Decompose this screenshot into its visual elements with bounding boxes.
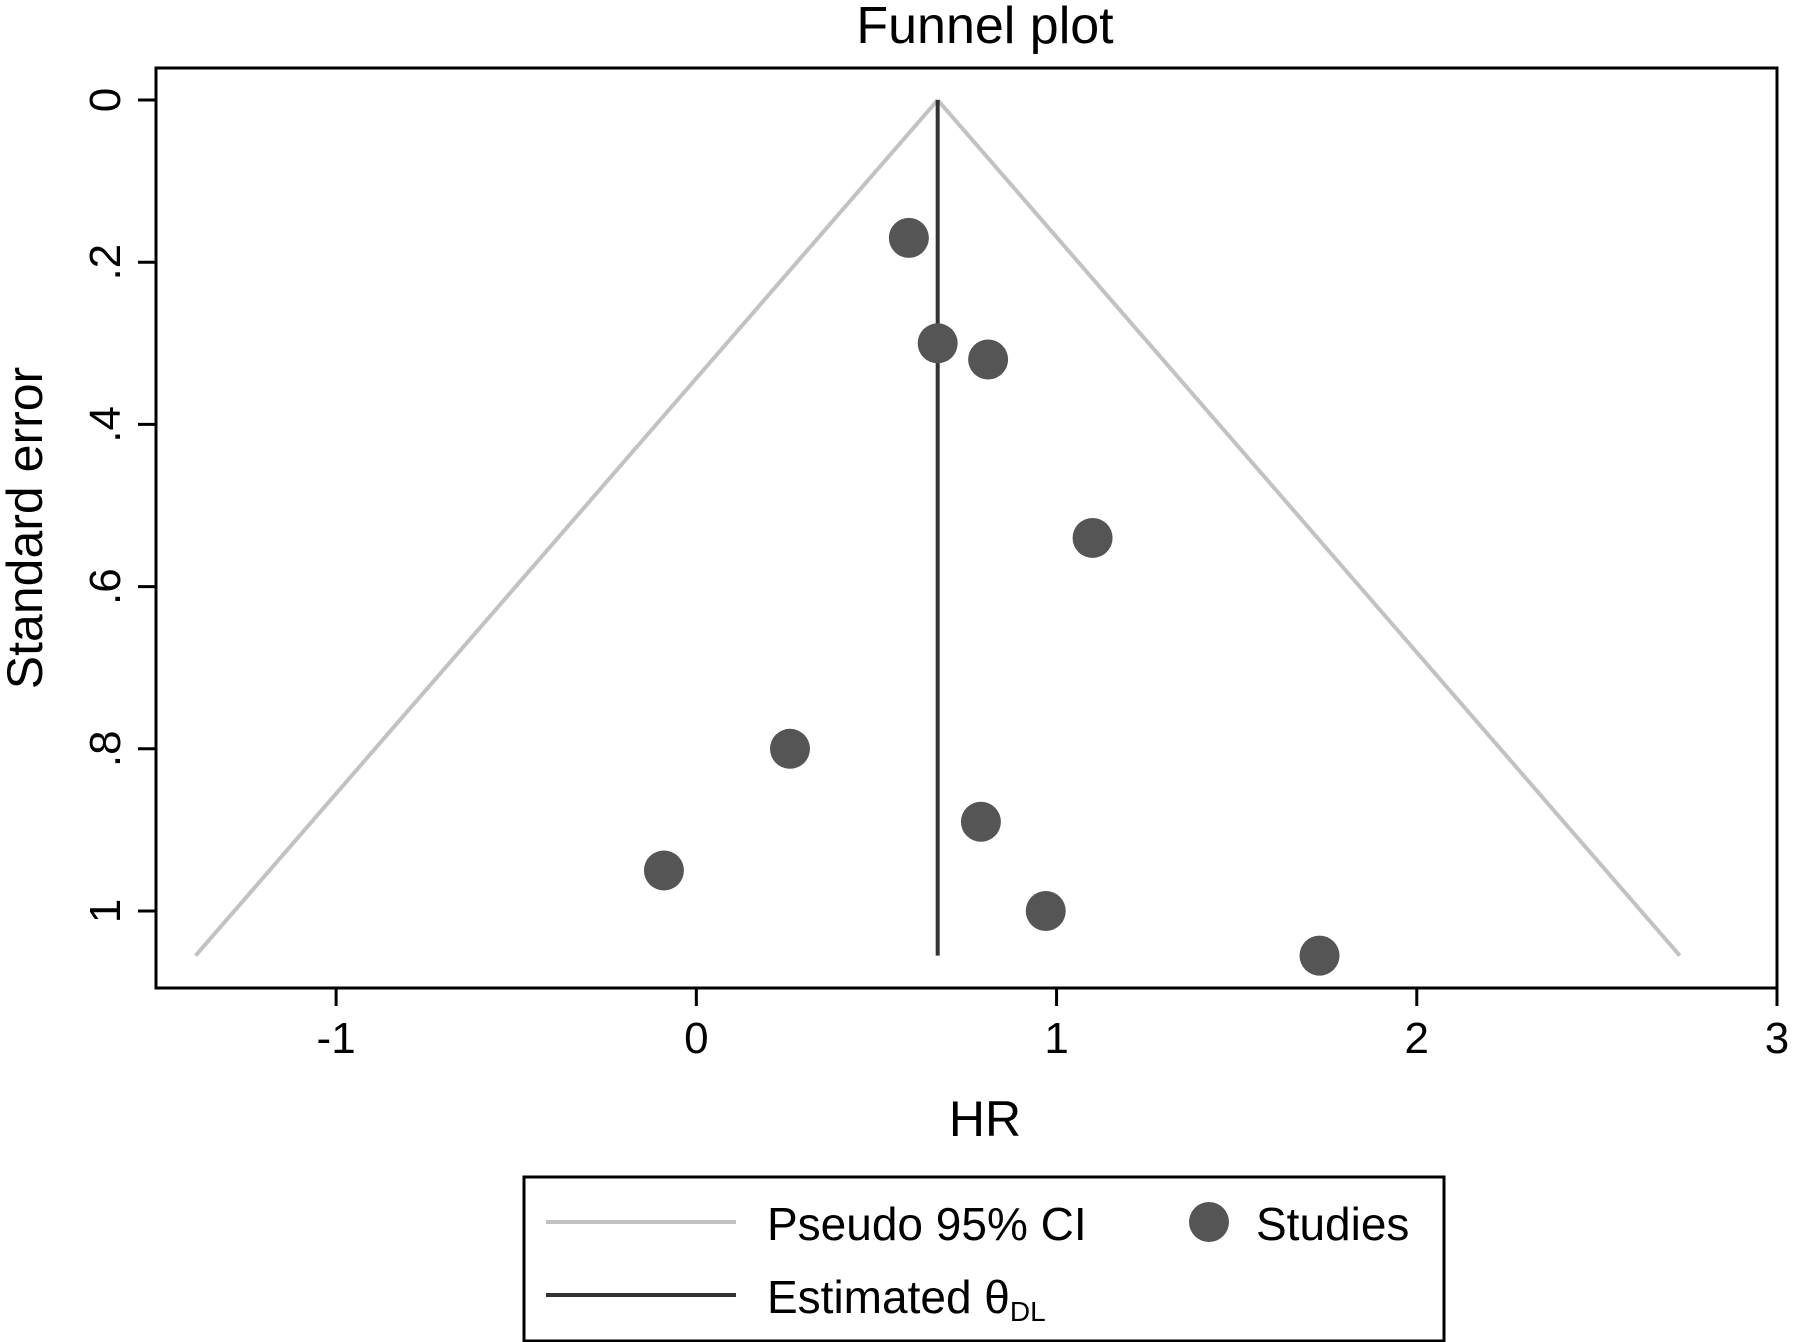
x-tick-label-2: 2 xyxy=(1405,1014,1429,1063)
legend-studies-swatch xyxy=(1189,1202,1229,1242)
y-axis-label: Standard error xyxy=(0,367,53,689)
legend-estimate-subscript: DL xyxy=(1010,1296,1046,1327)
study-point-6 xyxy=(960,801,1001,842)
study-point-3 xyxy=(968,339,1009,380)
study-point-5 xyxy=(769,728,810,769)
y-axis: 0 .2 .4 .6 .8 1 xyxy=(81,88,156,923)
study-point-4 xyxy=(1072,517,1113,558)
study-point-7 xyxy=(643,850,684,891)
x-tick-label-3: 3 xyxy=(1765,1014,1789,1063)
x-tick-label-1: 1 xyxy=(1044,1014,1068,1063)
x-tick-label--1: -1 xyxy=(317,1014,356,1063)
points-layer xyxy=(643,217,1340,976)
study-point-2 xyxy=(917,323,958,364)
legend-box xyxy=(522,1175,1446,1342)
y-tick-label-.2: .2 xyxy=(81,244,130,281)
legend-ci-label: Pseudo 95% CI xyxy=(767,1198,1087,1250)
study-point-9 xyxy=(1299,935,1340,976)
x-axis: -1 0 1 2 3 xyxy=(317,988,1789,1063)
funnel-left-line xyxy=(194,98,940,957)
y-tick-label-1: 1 xyxy=(81,899,130,923)
y-tick-label-.4: .4 xyxy=(81,406,130,443)
x-axis-label: HR xyxy=(949,1091,1021,1147)
plot-frame xyxy=(154,66,1779,990)
legend-studies-label: Studies xyxy=(1256,1198,1409,1250)
chart-title: Funnel plot xyxy=(856,0,1114,55)
x-tick-label-0: 0 xyxy=(684,1014,708,1063)
study-point-1 xyxy=(888,217,929,258)
funnel-layer xyxy=(194,98,1682,957)
y-tick-label-.8: .8 xyxy=(81,730,130,767)
study-point-8 xyxy=(1025,891,1066,931)
funnel-right-line xyxy=(936,98,1682,957)
legend: Pseudo 95% CI Studies Estimated θDL xyxy=(522,1175,1446,1342)
legend-estimate-text: Estimated θ xyxy=(767,1271,1010,1323)
y-tick-label-.6: .6 xyxy=(81,568,130,605)
y-tick-label-0: 0 xyxy=(81,88,130,112)
legend-estimate-label: Estimated θDL xyxy=(767,1271,1046,1327)
